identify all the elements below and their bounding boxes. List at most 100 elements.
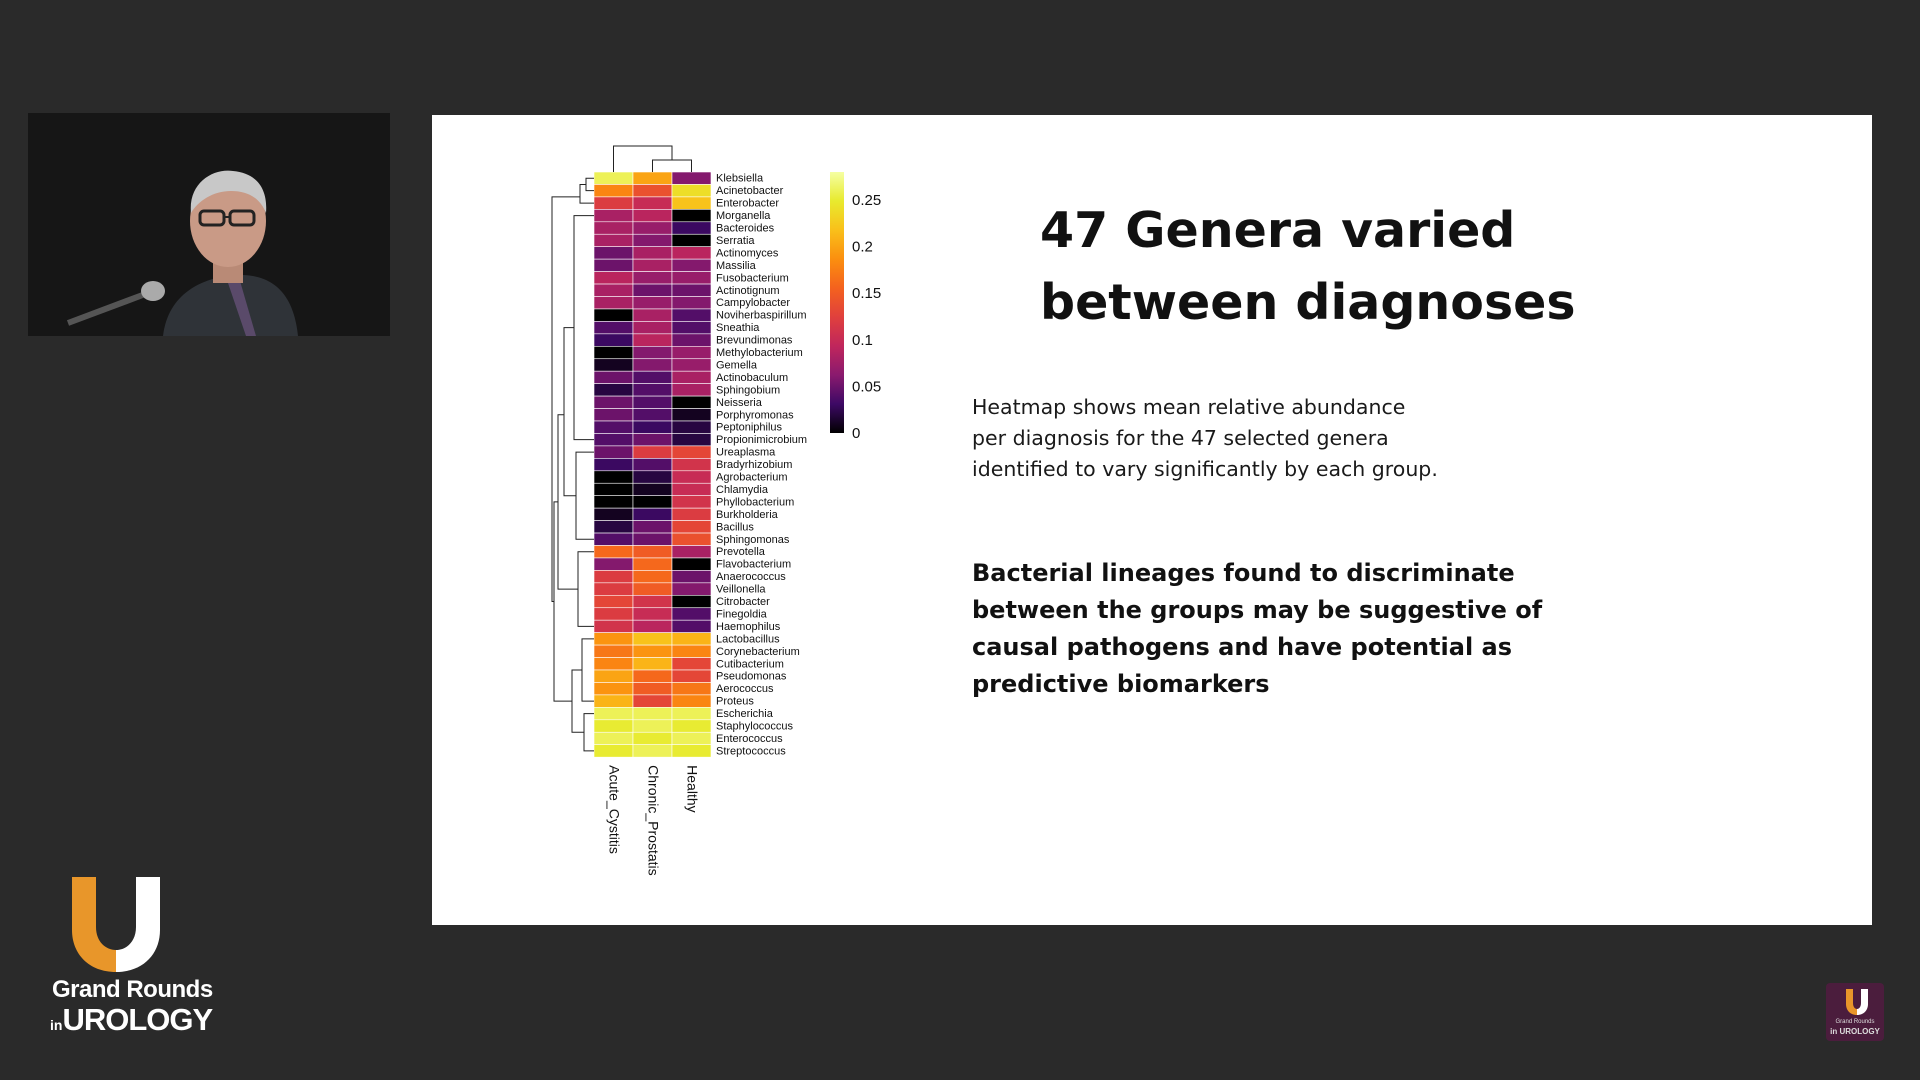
heatmap-cell — [632, 321, 673, 335]
color-scale-tick-label: 0.25 — [852, 192, 881, 209]
column-label: Acute_Cystitis — [607, 765, 623, 854]
row-label: Anaerococcus — [716, 571, 786, 583]
heatmap-cell — [593, 731, 634, 745]
heatmap-cell — [632, 445, 673, 459]
heatmap-cell — [671, 333, 712, 347]
heatmap-cell — [632, 395, 673, 409]
heatmap-cell — [593, 458, 634, 472]
row-label: Morganella — [716, 210, 771, 222]
heatmap-cell — [671, 545, 712, 559]
row-label: Brevundimonas — [716, 335, 793, 347]
row-label: Cutibacterium — [716, 658, 784, 670]
heatmap-cell — [671, 731, 712, 745]
heatmap-cell — [593, 694, 634, 708]
heatmap-cell — [671, 171, 712, 185]
conclusion-line: between the groups may be suggestive of — [972, 596, 1543, 624]
heatmap-cell — [632, 433, 673, 447]
heatmap-cell — [671, 209, 712, 223]
heatmap-cell — [593, 383, 634, 397]
heatmap-cell — [671, 346, 712, 360]
heatmap-cell — [632, 283, 673, 297]
heatmap-cell — [671, 644, 712, 658]
heatmap-cell — [593, 657, 634, 671]
heatmap-cell — [593, 283, 634, 297]
heatmap-cell — [632, 644, 673, 658]
logo-in-text: in — [50, 1017, 63, 1033]
heatmap-cell — [593, 209, 634, 223]
heatmap-cell — [632, 669, 673, 683]
row-label: Klebsiella — [716, 173, 764, 185]
row-dendrogram-branch — [585, 177, 594, 192]
heatmap-cell — [593, 644, 634, 658]
row-label: Proteus — [716, 696, 754, 708]
logo-urology-text: UROLOGY — [62, 1002, 213, 1037]
heatmap-cell — [632, 719, 673, 733]
row-label: Actinotignum — [716, 285, 780, 297]
heatmap-cell — [632, 507, 673, 521]
heatmap-cell — [632, 619, 673, 633]
row-dendrogram-branch — [583, 713, 594, 752]
heatmap-cell — [671, 594, 712, 609]
u-logo-icon — [1846, 989, 1868, 1015]
heatmap-cell — [671, 682, 712, 696]
color-scale-tick-label: 0.15 — [852, 285, 881, 302]
heatmap-cell — [593, 420, 634, 434]
heatmap-cell — [632, 520, 673, 534]
watermark-text: in UROLOGY — [1830, 1027, 1880, 1036]
heatmap-cell — [671, 507, 712, 521]
heatmap-cell — [632, 495, 673, 509]
heatmap-cell — [632, 383, 673, 397]
heatmap-cell — [593, 233, 634, 247]
heatmap-cell — [632, 694, 673, 708]
row-dendrogram-branch — [553, 501, 572, 702]
heatmap-cell — [671, 196, 712, 210]
heatmap-cell — [632, 458, 673, 472]
row-label: Fusobacterium — [716, 272, 789, 284]
heatmap-cell — [632, 271, 673, 285]
heatmap-cell — [593, 333, 634, 347]
row-label: Sneathia — [716, 322, 760, 334]
heatmap-cell — [671, 707, 712, 721]
row-label: Actinobaculum — [716, 372, 788, 384]
logo-name-line1: Grand Rounds — [52, 976, 213, 1003]
row-label: Pseudomonas — [716, 671, 787, 683]
slide-title-line: between diagnoses — [1040, 274, 1576, 331]
heatmap-cell — [593, 582, 634, 596]
row-label: Peptoniphilus — [716, 422, 783, 434]
row-label: Gemella — [716, 359, 758, 371]
watermark-text: Grand Rounds — [1835, 1019, 1875, 1025]
description-line: identified to vary significantly by each… — [972, 457, 1438, 481]
grand-rounds-logo — [44, 872, 194, 1032]
heatmap-cell — [632, 196, 673, 210]
heatmap-cell — [593, 719, 634, 733]
heatmap-cell — [632, 570, 673, 584]
heatmap-cell — [671, 694, 712, 708]
heatmap-cell — [671, 669, 712, 683]
row-label: Bacteroides — [716, 223, 775, 235]
row-label: Staphylococcus — [716, 721, 794, 733]
heatmap-cell — [671, 271, 712, 285]
heatmap-cell — [671, 582, 712, 596]
row-label: Burkholderia — [716, 509, 779, 521]
u-logo-icon — [72, 877, 160, 972]
slide-description: Heatmap shows mean relative abundance pe… — [972, 392, 1492, 485]
heatmap-cell — [632, 582, 673, 596]
heatmap-cell — [593, 532, 634, 546]
row-dendrogram-branch — [563, 327, 576, 497]
heatmap-cell — [632, 209, 673, 223]
heatmap-cell — [632, 171, 673, 185]
row-label: Bacillus — [716, 521, 754, 533]
row-label: Propionimicrobium — [716, 434, 807, 446]
heatmap-cell — [671, 395, 712, 409]
row-label: Aerococcus — [716, 683, 774, 695]
row-label: Noviherbaspirillum — [716, 310, 806, 322]
heatmap-cell — [593, 346, 634, 360]
heatmap-cell — [671, 258, 712, 272]
row-dendrogram-branch — [579, 183, 594, 204]
heatmap-cell — [632, 545, 673, 559]
heatmap-cell — [593, 707, 634, 721]
heatmap-cell — [671, 657, 712, 671]
row-label: Massilia — [716, 260, 757, 272]
conclusion-line: predictive biomarkers — [972, 670, 1270, 698]
color-scale-tick-label: 0 — [852, 425, 860, 442]
